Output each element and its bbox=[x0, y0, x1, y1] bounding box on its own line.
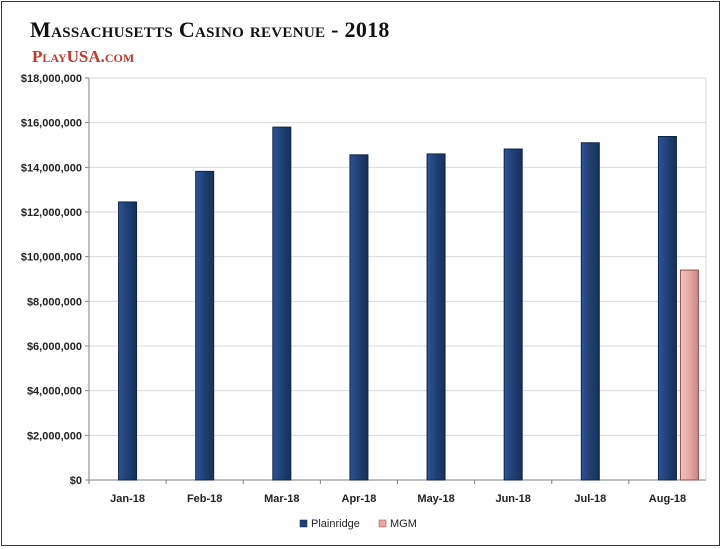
x-tick-label: Jul-18 bbox=[574, 493, 606, 505]
y-tick-label: $0 bbox=[70, 475, 82, 487]
chart-title: Massachusetts Casino revenue - 2018 bbox=[30, 17, 390, 42]
x-tick-label: Mar-18 bbox=[264, 493, 299, 505]
x-tick-label: Feb-18 bbox=[187, 493, 222, 505]
x-tick-label: Jun-18 bbox=[495, 493, 530, 505]
plainridge-bar bbox=[195, 170, 215, 481]
plainridge-bar bbox=[349, 154, 369, 481]
y-tick-label: $2,000,000 bbox=[27, 430, 82, 442]
x-tick-label: Apr-18 bbox=[342, 493, 377, 505]
plainridge-bar bbox=[657, 136, 677, 481]
x-tick-label: Aug-18 bbox=[649, 493, 686, 505]
plainridge-bar bbox=[503, 148, 523, 481]
legend-swatch-mgm bbox=[378, 519, 387, 528]
y-tick-label: $16,000,000 bbox=[21, 118, 82, 130]
plainridge-bar bbox=[272, 126, 292, 481]
plainridge-bar bbox=[118, 201, 138, 481]
brand-label: PlayUSA.com bbox=[32, 47, 135, 66]
mgm-bar bbox=[679, 269, 699, 481]
y-tick-label: $10,000,000 bbox=[21, 252, 82, 264]
plainridge-bar bbox=[426, 153, 446, 481]
legend-label-plainridge: Plainridge bbox=[311, 518, 360, 530]
y-tick-label: $18,000,000 bbox=[21, 73, 82, 85]
y-tick-label: $14,000,000 bbox=[21, 162, 82, 174]
x-tick-label: May-18 bbox=[417, 493, 454, 505]
plainridge-bar bbox=[580, 142, 600, 481]
legend-swatch-plainridge bbox=[299, 519, 308, 528]
y-tick-label: $8,000,000 bbox=[27, 296, 82, 308]
y-tick-label: $4,000,000 bbox=[27, 386, 82, 398]
x-tick-label: Jan-18 bbox=[110, 493, 145, 505]
y-tick-label: $12,000,000 bbox=[21, 207, 82, 219]
legend-label-mgm: MGM bbox=[390, 518, 417, 530]
y-tick-label: $6,000,000 bbox=[27, 341, 82, 353]
